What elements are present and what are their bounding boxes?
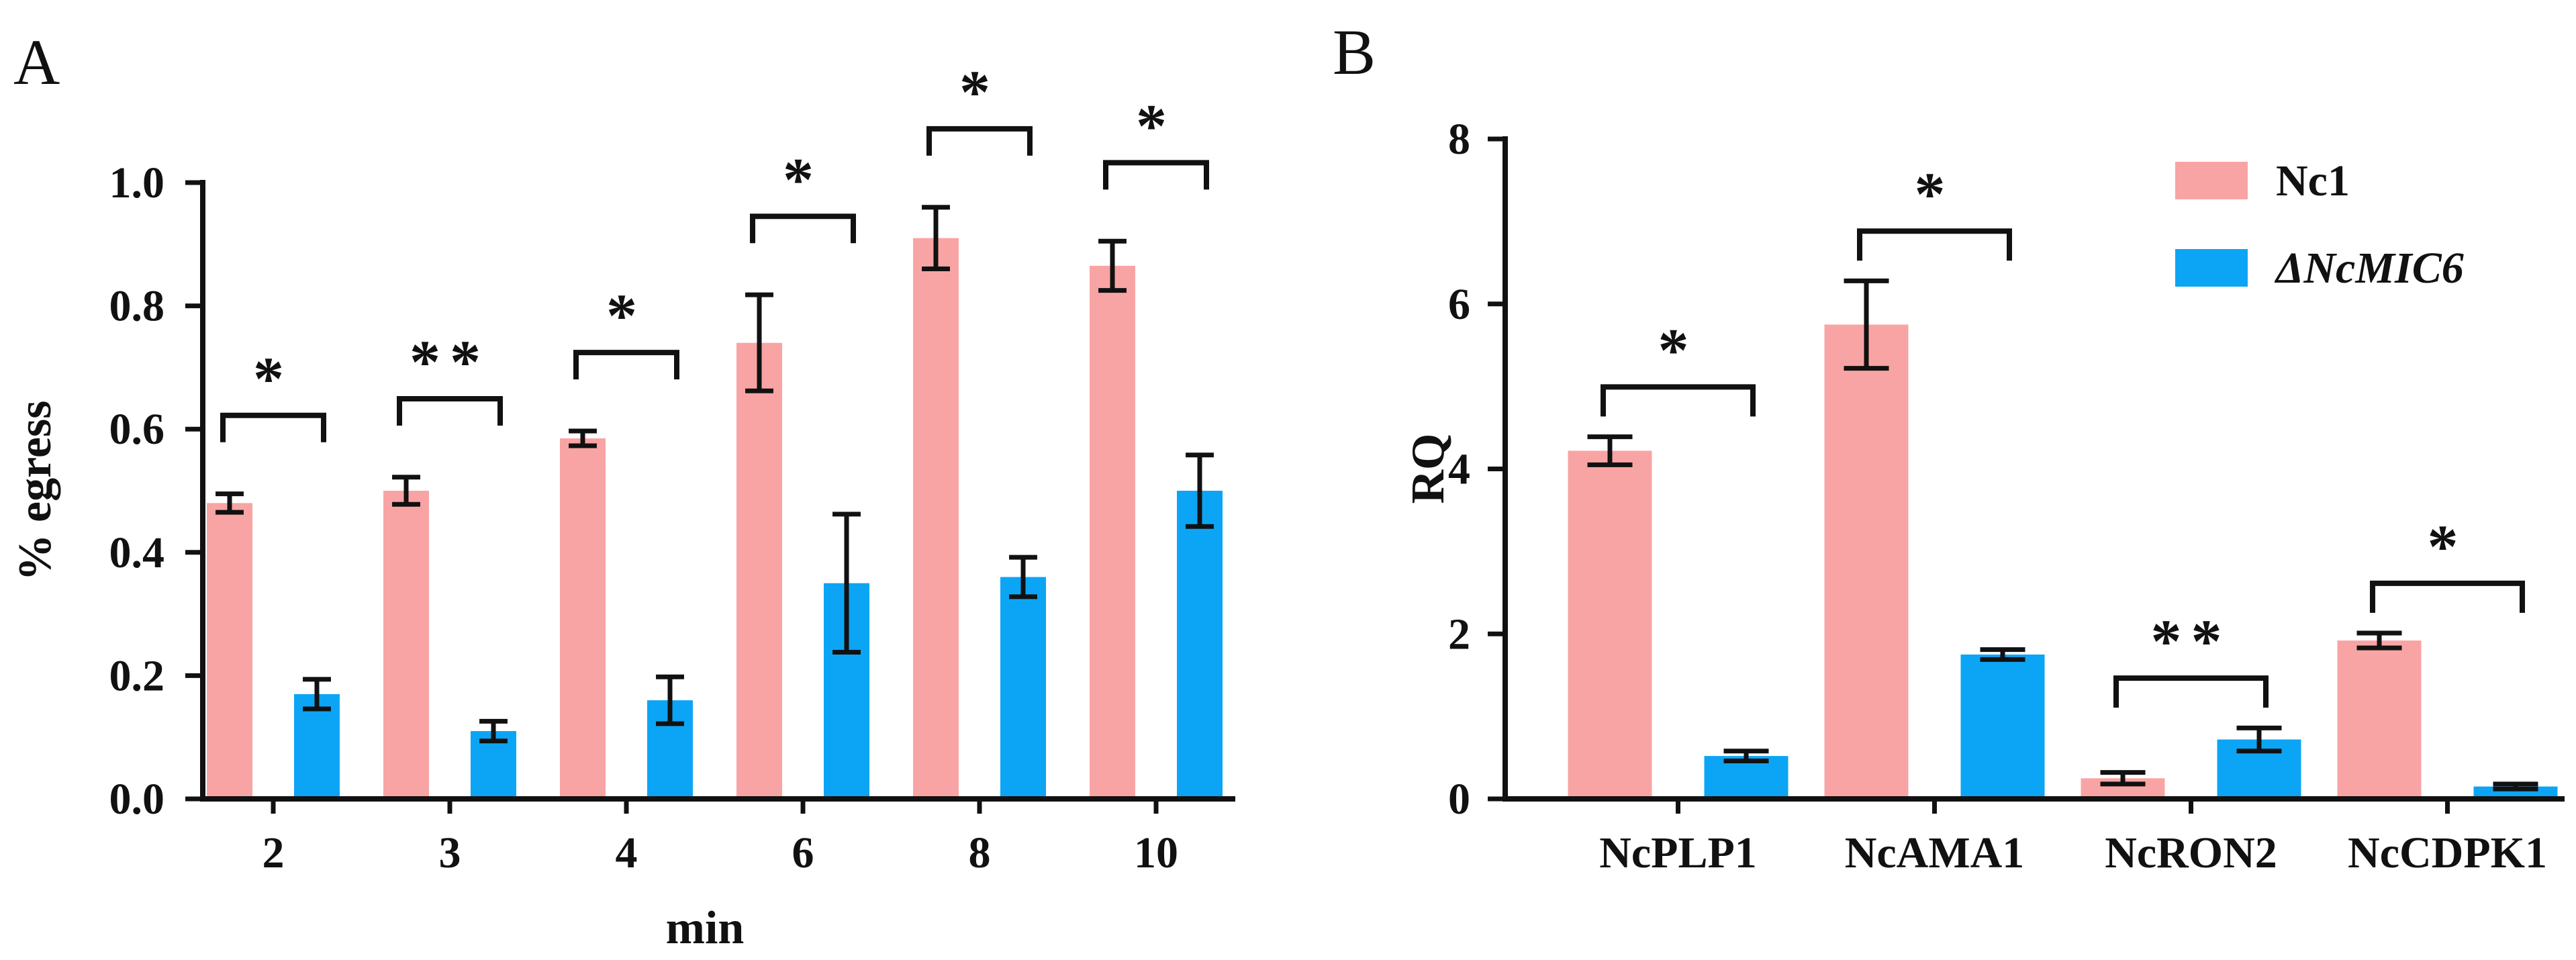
panel-a-egress-chart: A * 2 ** 3 * 4 * 6 * 8 * 10 0.0 0.2 0.4 0.6 0.8 1.0 min % eg… <box>9 26 1235 954</box>
x-tick-label: NcPLP1 <box>1599 828 1757 877</box>
y-tick-label: 2 <box>1448 610 1470 659</box>
y-tick-label: 0.6 <box>109 405 165 454</box>
y-tick-label: 0.2 <box>109 651 165 700</box>
bar-nc1-2 <box>207 503 252 799</box>
y-tick-label: 0.4 <box>109 528 165 577</box>
bar-nc1-NcAMA1 <box>1824 324 1909 799</box>
y-tick-label: 4 <box>1448 445 1470 494</box>
bar-mutant-2 <box>294 693 340 799</box>
significance-bracket <box>926 126 1033 156</box>
y-tick-label: 1.0 <box>109 158 165 207</box>
significance-bracket <box>1857 228 2012 261</box>
significance-label: * <box>1658 316 1699 384</box>
y-tick-label: 6 <box>1448 280 1470 329</box>
bar-nc1-3 <box>383 491 429 799</box>
significance-label: * <box>783 145 823 213</box>
x-axis-title: min <box>666 902 745 954</box>
bar-nc1-6 <box>736 342 782 799</box>
bar-mutant-8 <box>1000 577 1046 799</box>
x-tick-label: 10 <box>1134 828 1178 877</box>
y-tick-label: 0.0 <box>109 775 165 824</box>
y-axis-title: RQ <box>1402 434 1454 504</box>
significance-bracket <box>1103 160 1209 190</box>
significance-label: * <box>2428 512 2468 581</box>
x-tick-label: NcCDPK1 <box>2348 828 2547 877</box>
bar-nc1-4 <box>560 438 606 799</box>
significance-bracket <box>1601 384 1756 417</box>
bar-nc1-NcCDPK1 <box>2337 640 2422 799</box>
significance-bracket <box>2113 675 2269 708</box>
significance-bracket <box>397 396 503 426</box>
x-tick-label: NcAMA1 <box>1845 828 2025 877</box>
significance-bracket <box>750 213 856 244</box>
x-tick-label: 2 <box>263 828 285 877</box>
significance-label: * <box>1136 91 1176 160</box>
legend-label-mutant: ΔNcMIC6 <box>2274 244 2464 293</box>
bar-mutant-10 <box>1177 491 1223 799</box>
bar-mutant-NcAMA1 <box>1960 654 2045 799</box>
y-tick-label: 8 <box>1448 115 1470 164</box>
panel-b-rq-chart: B * NcPLP1 * NcAMA1 ** NcRON2 * NcCDPK1 0 2 4 6 8 RQ Nc… <box>1333 16 2565 877</box>
significance-bracket <box>220 412 326 442</box>
bar-nc1-10 <box>1090 265 1135 799</box>
significance-label: * <box>1915 160 1955 228</box>
panel-label: B <box>1333 16 1376 88</box>
x-tick-label: 3 <box>439 828 461 877</box>
significance-bracket <box>2370 580 2525 613</box>
y-tick-label: 0.8 <box>109 282 165 331</box>
panel-label: A <box>13 26 60 98</box>
y-tick-label: 0 <box>1448 775 1470 824</box>
x-tick-label: NcRON2 <box>2105 828 2277 877</box>
y-axis-title: % egress <box>9 401 61 581</box>
x-tick-label: 8 <box>969 828 991 877</box>
legend-label-nc1: Nc1 <box>2276 156 2350 205</box>
bar-nc1-8 <box>913 238 959 799</box>
significance-label: ** <box>410 328 490 396</box>
x-tick-label: 4 <box>616 828 638 877</box>
x-tick-label: 6 <box>792 828 814 877</box>
legend-swatch-nc1 <box>2175 162 2248 199</box>
significance-bracket <box>573 350 679 380</box>
legend-swatch-mutant <box>2175 249 2248 287</box>
significance-label: * <box>959 58 1000 126</box>
significance-label: ** <box>2151 607 2232 675</box>
significance-label: * <box>253 344 293 413</box>
significance-label: * <box>606 281 647 350</box>
bar-nc1-NcPLP1 <box>1568 450 1652 799</box>
